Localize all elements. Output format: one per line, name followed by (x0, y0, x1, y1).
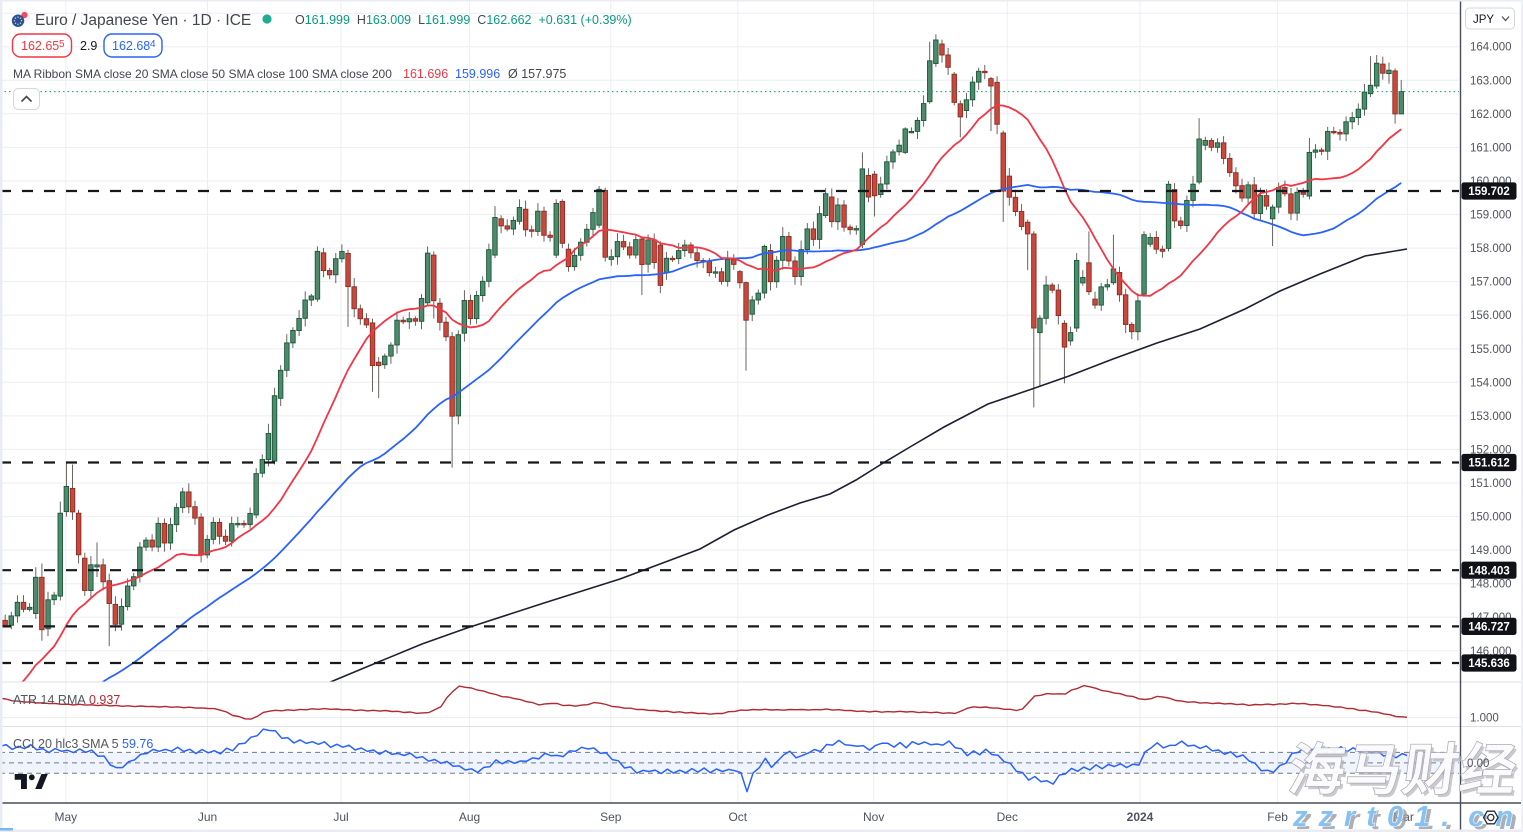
svg-text:0.00: 0.00 (1467, 758, 1489, 770)
svg-text:Nov: Nov (863, 810, 884, 824)
svg-text:4: 4 (150, 39, 156, 50)
svg-text:152.000: 152.000 (1470, 444, 1512, 456)
svg-text:161.696: 161.696 (403, 67, 448, 81)
svg-text:Mar: Mar (1393, 810, 1414, 824)
svg-text:161.000: 161.000 (1470, 142, 1512, 154)
svg-text:159.996: 159.996 (455, 67, 500, 81)
svg-text:0.937: 0.937 (89, 693, 120, 707)
svg-text:1.000: 1.000 (1470, 713, 1499, 725)
svg-text:ATR 14 RMA: ATR 14 RMA (13, 693, 86, 707)
svg-text:Jun: Jun (198, 810, 217, 824)
svg-text:145.636: 145.636 (1468, 658, 1510, 670)
svg-text:海马财经: 海马财经 (1288, 742, 1523, 804)
svg-text:CCI 20 hlc3 SMA 5: CCI 20 hlc3 SMA 5 (13, 737, 119, 751)
svg-text:May: May (54, 810, 77, 824)
svg-text:海马财经: 海马财经 (1285, 739, 1522, 801)
svg-text:5: 5 (59, 39, 65, 50)
svg-text:162.000: 162.000 (1470, 109, 1512, 121)
svg-text:148.403: 148.403 (1468, 565, 1510, 577)
svg-text:159.000: 159.000 (1470, 210, 1512, 222)
svg-text:162.65: 162.65 (21, 39, 59, 53)
svg-text:151.000: 151.000 (1470, 478, 1512, 490)
svg-text:146.727: 146.727 (1468, 622, 1510, 634)
svg-text:Ø 157.975: Ø 157.975 (508, 67, 566, 81)
svg-text:Euro / Japanese Yen · 1D · ICE: Euro / Japanese Yen · 1D · ICE (35, 12, 251, 29)
svg-text:Oct: Oct (728, 810, 747, 824)
svg-text:zzrt01.cn: zzrt01. cn (1296, 804, 1523, 832)
svg-text:149.000: 149.000 (1470, 545, 1512, 557)
svg-text:155.000: 155.000 (1470, 344, 1512, 356)
svg-text:59.76: 59.76 (122, 737, 153, 751)
svg-text:MA Ribbon SMA close 20 SMA clo: MA Ribbon SMA close 20 SMA close 50 SMA … (13, 67, 392, 81)
svg-text:163.000: 163.000 (1470, 75, 1512, 87)
svg-text:153.000: 153.000 (1470, 411, 1512, 423)
svg-text:154.000: 154.000 (1470, 377, 1512, 389)
svg-text:164.000: 164.000 (1470, 42, 1512, 54)
svg-text:Sep: Sep (600, 810, 622, 824)
svg-text:zzrt01.cn: zzrt01. cn (1292, 801, 1523, 832)
svg-text:158.000: 158.000 (1470, 243, 1512, 255)
svg-text:148.000: 148.000 (1470, 579, 1512, 591)
svg-text:157.000: 157.000 (1470, 277, 1512, 289)
svg-text:156.000: 156.000 (1470, 310, 1512, 322)
svg-text:Feb: Feb (1267, 810, 1288, 824)
svg-text:JPY: JPY (1473, 14, 1494, 26)
svg-text:151.612: 151.612 (1468, 458, 1510, 470)
svg-text:Aug: Aug (459, 810, 480, 824)
svg-text:Dec: Dec (997, 810, 1018, 824)
svg-text:Jul: Jul (333, 810, 348, 824)
svg-text:159.702: 159.702 (1468, 186, 1510, 198)
svg-text:150.000: 150.000 (1470, 512, 1512, 524)
svg-text:2.9: 2.9 (80, 39, 97, 53)
svg-text:162.68: 162.68 (112, 39, 150, 53)
svg-text:2024: 2024 (1127, 810, 1154, 824)
